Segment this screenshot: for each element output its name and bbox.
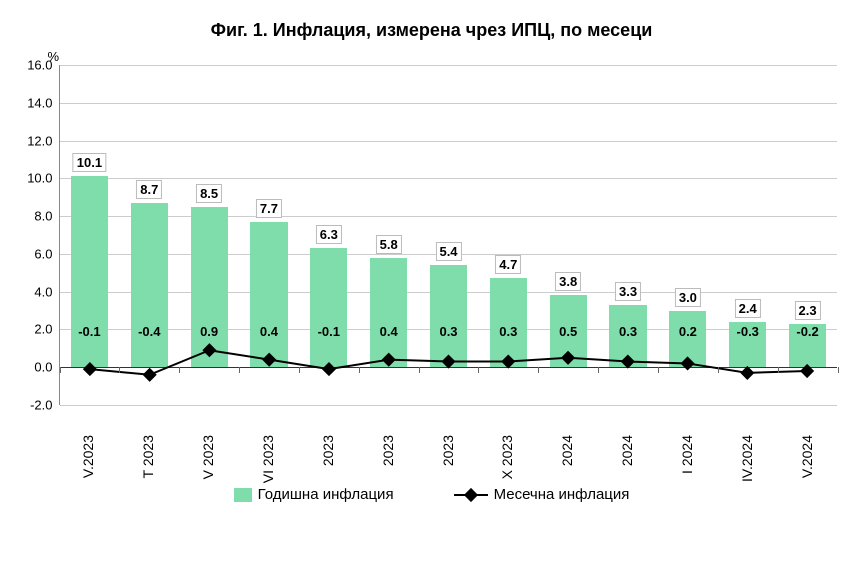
line-value-label: 0.4: [380, 324, 398, 339]
x-axis-labels: V.2023 T 2023 V 2023 VI 2023 2023 2023 2023…: [59, 415, 837, 525]
bar-value-label: 3.3: [615, 282, 641, 301]
bar-value-label: 5.8: [376, 235, 402, 254]
y-tick-label: 14.0: [27, 95, 52, 110]
x-tick: [538, 367, 539, 373]
x-tick-label: VI 2023: [260, 435, 276, 483]
x-tick: [179, 367, 180, 373]
y-tick-label: 12.0: [27, 133, 52, 148]
line-value-label: -0.2: [796, 324, 818, 339]
legend-item-bar: Годишна инфлация: [234, 486, 394, 503]
x-tick-label: IV.2024: [739, 435, 755, 482]
bar-value-label: 2.3: [795, 301, 821, 320]
bar-value-label: 8.5: [196, 184, 222, 203]
bar-value-label: 3.8: [555, 272, 581, 291]
x-tick-label: 2024: [559, 435, 575, 466]
diamond-marker-icon: [321, 362, 335, 376]
x-tick: [119, 367, 120, 373]
x-tick-label: I 2024: [679, 435, 695, 474]
diamond-marker-icon: [620, 354, 634, 368]
diamond-marker-icon: [800, 364, 814, 378]
legend-item-line: Месечна инфлация: [454, 486, 630, 503]
line-value-label: 0.3: [619, 324, 637, 339]
x-tick: [718, 367, 719, 373]
x-tick: [658, 367, 659, 373]
chart-title: Фиг. 1. Инфлация, измерена чрез ИПЦ, по …: [0, 0, 863, 51]
bar-value-label: 5.4: [435, 242, 461, 261]
legend-line-label: Месечна инфлация: [494, 486, 630, 503]
x-tick: [478, 367, 479, 373]
x-tick: [419, 367, 420, 373]
bar-value-label: 7.7: [256, 199, 282, 218]
legend-bar-label: Годишна инфлация: [258, 486, 394, 503]
x-tick-label: V.2024: [799, 435, 815, 478]
y-tick-label: -2.0: [30, 398, 52, 413]
bar-value-label: 2.4: [735, 299, 761, 318]
bar-value-label: 10.1: [73, 153, 106, 172]
x-tick-label: 2023: [320, 435, 336, 466]
line-value-label: 0.2: [679, 324, 697, 339]
diamond-marker-icon: [680, 356, 694, 370]
x-tick: [60, 367, 61, 373]
bar-value-label: 6.3: [316, 225, 342, 244]
line-value-label: 0.3: [439, 324, 457, 339]
x-tick-label: X 2023: [499, 435, 515, 479]
bar-value-label: 3.0: [675, 288, 701, 307]
line-value-label: -0.1: [318, 324, 340, 339]
diamond-marker-icon: [262, 353, 276, 367]
y-tick-label: 2.0: [34, 322, 52, 337]
x-tick-label: V 2023: [200, 435, 216, 479]
line-value-label: 0.3: [499, 324, 517, 339]
bar-swatch-icon: [234, 488, 252, 502]
x-tick: [299, 367, 300, 373]
y-tick-label: 10.0: [27, 171, 52, 186]
line-value-label: 0.5: [559, 324, 577, 339]
line-value-label: 0.4: [260, 324, 278, 339]
y-tick-label: 6.0: [34, 246, 52, 261]
diamond-marker-icon: [560, 351, 574, 365]
x-tick: [778, 367, 779, 373]
chart-container: % -2.00.02.04.06.08.010.012.014.016.0 10…: [17, 51, 847, 521]
x-tick: [838, 367, 839, 373]
line-value-label: -0.3: [737, 324, 759, 339]
plot-area: 10.1 8.7 8.5 7.7 6.3 5.8 5.4 4.7 3.8 3.3 3.0 2.4 2.3…: [59, 65, 837, 405]
x-tick-label: 2024: [619, 435, 635, 466]
x-tick: [598, 367, 599, 373]
y-tick-label: 0.0: [34, 360, 52, 375]
diamond-marker-icon: [142, 368, 156, 382]
diamond-marker-icon: [381, 353, 395, 367]
x-tick: [239, 367, 240, 373]
line-layer: [60, 65, 837, 405]
x-tick-label: V.2023: [80, 435, 96, 478]
bar-value-label: 8.7: [136, 180, 162, 199]
diamond-marker-icon: [441, 354, 455, 368]
y-tick-label: 4.0: [34, 284, 52, 299]
diamond-marker-icon: [82, 362, 96, 376]
x-tick-label: 2023: [380, 435, 396, 466]
diamond-marker-icon: [740, 366, 754, 380]
x-tick-label: 2023: [440, 435, 456, 466]
diamond-marker-icon: [501, 354, 515, 368]
x-tick: [359, 367, 360, 373]
diamond-swatch-icon: [454, 490, 488, 500]
x-tick-label: T 2023: [140, 435, 156, 478]
diamond-marker-icon: [202, 343, 216, 357]
bar-value-label: 4.7: [495, 255, 521, 274]
line-value-label: -0.1: [78, 324, 100, 339]
y-axis-labels: -2.0 0.0 2.0 4.0 6.0 8.0 10.0 12.0 14.0 16.0: [17, 51, 57, 521]
y-tick-label: 8.0: [34, 209, 52, 224]
line-value-label: 0.9: [200, 324, 218, 339]
legend: Годишна инфлация Месечна инфлация: [17, 486, 847, 503]
y-tick-label: 16.0: [27, 58, 52, 73]
line-value-label: -0.4: [138, 324, 160, 339]
grid-line: [60, 405, 837, 406]
